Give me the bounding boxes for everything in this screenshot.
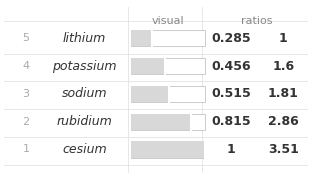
Text: 1: 1 <box>279 32 288 45</box>
Text: 0.456: 0.456 <box>211 60 251 73</box>
Text: 1: 1 <box>22 145 30 155</box>
Text: lithium: lithium <box>63 32 106 45</box>
FancyBboxPatch shape <box>131 114 191 130</box>
Text: 1: 1 <box>227 143 235 156</box>
Text: 4: 4 <box>22 61 30 71</box>
FancyBboxPatch shape <box>131 141 205 158</box>
Text: 3: 3 <box>22 89 30 99</box>
Text: 3.51: 3.51 <box>268 143 299 156</box>
Text: 1.6: 1.6 <box>272 60 295 73</box>
Text: 0.515: 0.515 <box>211 87 251 100</box>
Text: potassium: potassium <box>52 60 117 73</box>
FancyBboxPatch shape <box>131 58 205 74</box>
Text: rubidium: rubidium <box>57 115 113 128</box>
FancyBboxPatch shape <box>131 30 205 46</box>
FancyBboxPatch shape <box>131 86 169 102</box>
FancyBboxPatch shape <box>131 114 205 130</box>
Text: sodium: sodium <box>62 87 107 100</box>
Text: 0.285: 0.285 <box>211 32 251 45</box>
Text: 1.81: 1.81 <box>268 87 299 100</box>
Text: visual: visual <box>151 16 184 26</box>
Text: cesium: cesium <box>62 143 107 156</box>
Text: 5: 5 <box>22 33 30 43</box>
FancyBboxPatch shape <box>131 30 152 46</box>
Text: 0.815: 0.815 <box>211 115 251 128</box>
FancyBboxPatch shape <box>131 141 205 158</box>
FancyBboxPatch shape <box>131 58 165 74</box>
Text: 2.86: 2.86 <box>268 115 299 128</box>
Text: ratios: ratios <box>241 16 273 26</box>
FancyBboxPatch shape <box>131 86 205 102</box>
Text: 2: 2 <box>22 117 30 127</box>
